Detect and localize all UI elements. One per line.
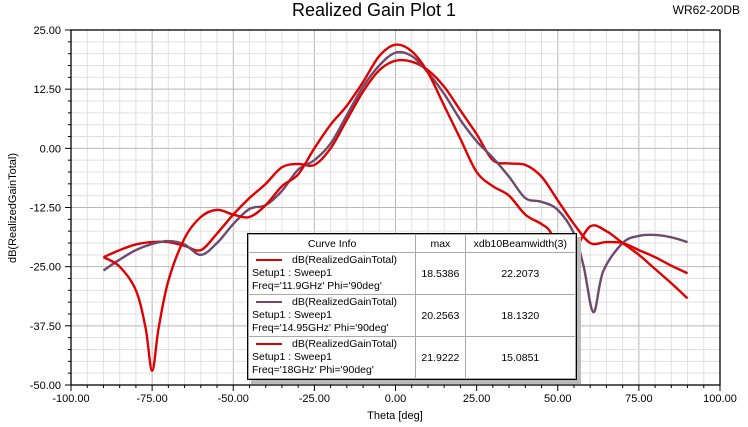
legend-swatch: [256, 259, 282, 262]
x-tick-label: 25.00: [463, 393, 491, 405]
series-line-1: [102, 58, 689, 275]
ticks: -100.00 -75.00 -50.00 -25.00 0.00 25.00 50.00 7…: [30, 25, 737, 405]
legend-beamwidth: 22.2073: [464, 252, 577, 295]
series-lines: [102, 43, 689, 372]
legend-max: 21.9222: [415, 336, 466, 379]
project-name: WR62-20DB: [672, 3, 740, 17]
x-tick-label: -100.00: [52, 393, 89, 405]
y-tick-label: 25.00: [33, 25, 61, 37]
series-line-2: [102, 50, 688, 314]
legend-setup: Setup1 : Sweep1: [252, 351, 332, 363]
y-tick-label: 12.50: [33, 84, 61, 96]
y-tick-label: -25.00: [30, 262, 61, 274]
legend-params: Freq='11.9GHz' Phi='90deg': [252, 280, 382, 292]
legend-beamwidth: 15.0851: [464, 336, 577, 379]
legend-setup: Setup1 : Sweep1: [252, 267, 332, 279]
x-tick-label: 100.00: [703, 393, 737, 405]
legend-row[interactable]: dB(RealizedGainTotal) Setup1 : Sweep1 Freq…: [247, 252, 577, 295]
legend[interactable]: Curve Info max xdb10Beamwidth(3) dB(Real…: [247, 233, 577, 380]
legend-max: 18.5386: [415, 252, 466, 295]
plot-title: Realized Gain Plot 1: [291, 0, 457, 20]
y-axis-label: dB(RealizedGainTotal): [7, 153, 19, 263]
legend-row[interactable]: dB(RealizedGainTotal) Setup1 : Sweep1 Freq…: [247, 336, 577, 379]
legend-max: 20.2563: [415, 294, 466, 337]
y-tick-label: -12.50: [30, 203, 61, 215]
series-line-3: [102, 43, 689, 372]
legend-header-curve-info: Curve Info: [247, 234, 417, 253]
x-tick-label: -75.00: [137, 393, 168, 405]
y-tick-label: -37.50: [30, 321, 61, 333]
x-tick-label: -50.00: [218, 393, 249, 405]
legend-series-name: dB(RealizedGainTotal): [292, 296, 398, 308]
legend-header-beamwidth: xdb10Beamwidth(3): [464, 234, 577, 253]
legend-swatch: [256, 343, 282, 346]
legend-header-max: max: [415, 234, 466, 253]
legend-series-name: dB(RealizedGainTotal): [292, 254, 398, 266]
x-axis-label: Theta [deg]: [367, 410, 423, 422]
x-tick-label: 50.00: [544, 393, 572, 405]
x-tick-label: 75.00: [625, 393, 653, 405]
y-tick-label: 0.00: [40, 143, 61, 155]
legend-params: Freq='14.95GHz' Phi='90deg': [252, 322, 389, 334]
legend-swatch: [256, 301, 282, 304]
legend-series-name: dB(RealizedGainTotal): [292, 338, 398, 350]
legend-setup: Setup1 : Sweep1: [252, 309, 332, 321]
y-tick-label: -50.00: [30, 380, 61, 392]
legend-params: Freq='18GHz' Phi='90deg': [252, 364, 374, 376]
x-tick-label: -25.00: [299, 393, 330, 405]
x-tick-label: 0.00: [385, 393, 406, 405]
plot-frame: [70, 29, 721, 386]
legend-row[interactable]: dB(RealizedGainTotal) Setup1 : Sweep1 Freq…: [247, 294, 577, 337]
legend-beamwidth: 18.1320: [464, 294, 577, 337]
